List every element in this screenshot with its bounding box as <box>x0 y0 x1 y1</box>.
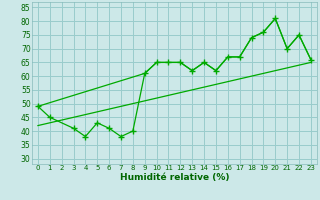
X-axis label: Humidité relative (%): Humidité relative (%) <box>120 173 229 182</box>
